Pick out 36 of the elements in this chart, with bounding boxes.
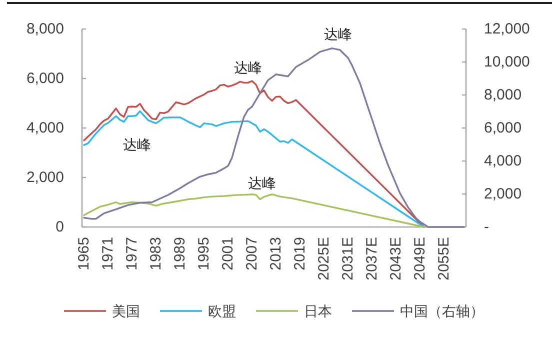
- x-tick-label: 2043E: [388, 237, 404, 280]
- y2-tick-label: 8,000: [484, 86, 522, 104]
- x-tick-label: 1977: [124, 237, 140, 270]
- y2-tick-label: 10,000: [484, 54, 530, 70]
- annotation: 达峰: [123, 136, 151, 153]
- x-tick-label: 2037E: [364, 237, 380, 280]
- y-tick-label: 0: [56, 218, 64, 236]
- y2-tick-label: 6,000: [484, 120, 522, 136]
- legend-label: 欧盟: [208, 303, 236, 319]
- y-tick-label: 4,000: [26, 120, 64, 136]
- y-tick-label: 6,000: [26, 70, 64, 87]
- x-tick-label: 2031E: [340, 237, 356, 280]
- y-tick-label: 2,000: [26, 169, 64, 186]
- legend-label: 日本: [304, 303, 332, 319]
- annotation: 达峰: [324, 26, 352, 42]
- x-tick-label: 2007: [244, 237, 260, 270]
- legend-label: 美国: [112, 303, 140, 319]
- x-tick-label: 2001: [220, 237, 236, 270]
- legend-label: 中国（右轴）: [400, 303, 484, 319]
- x-tick-label: 2013: [268, 237, 284, 270]
- y2-tick-label: 12,000: [484, 20, 530, 38]
- x-tick-label: 2049E: [412, 237, 428, 280]
- x-tick-label: 1983: [148, 237, 164, 270]
- y-tick-label: 8,000: [26, 20, 64, 38]
- annotation: 达峰: [234, 60, 262, 76]
- x-tick-label: 2019: [292, 237, 308, 270]
- x-tick-label: 1989: [172, 237, 188, 270]
- x-tick-label: 2055E: [436, 237, 452, 280]
- y2-tick-label: -: [484, 218, 489, 236]
- x-tick-label: 1965: [76, 237, 92, 270]
- x-tick-label: 1971: [100, 237, 116, 270]
- y2-tick-label: 2,000: [484, 186, 522, 202]
- x-tick-label: 1995: [196, 237, 212, 270]
- x-tick-label: 2025E: [316, 237, 332, 280]
- annotation: 达峰: [248, 175, 276, 192]
- y2-tick-label: 4,000: [484, 152, 522, 170]
